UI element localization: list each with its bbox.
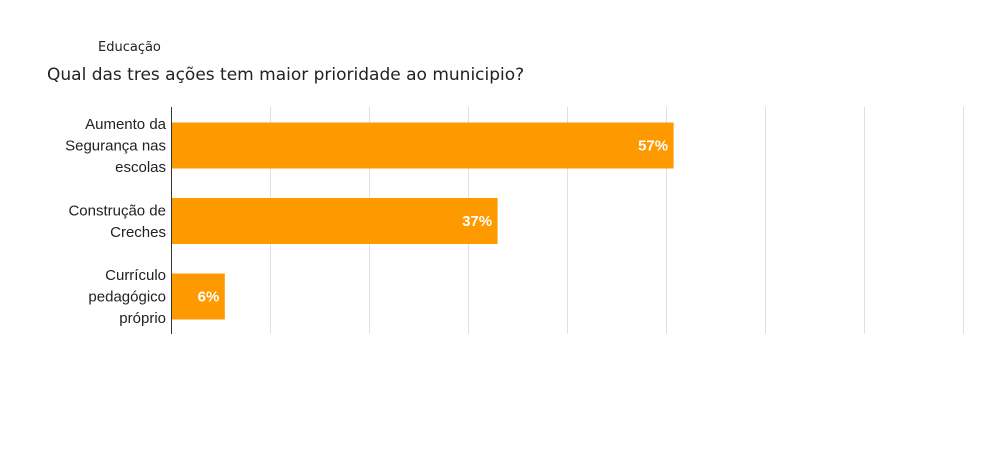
- category-labels: Aumento da Segurança nas escolas Construção…: [65, 116, 167, 327]
- category-label-line: Aumento da: [85, 116, 167, 133]
- section-subtitle: Educação: [98, 40, 161, 55]
- value-label: 57%: [638, 138, 668, 155]
- question-title: Qual das tres ações tem maior prioridade…: [47, 65, 525, 85]
- category-label-line: Construção de: [68, 202, 166, 219]
- value-label: 6%: [198, 289, 220, 306]
- category-label-line: pedagógico: [88, 289, 166, 306]
- bar: [172, 122, 674, 169]
- category-label-line: próprio: [119, 310, 166, 327]
- category-label-line: Segurança nas: [65, 138, 166, 155]
- category-label-line: Creches: [110, 224, 166, 241]
- category-label-line: Currículo: [105, 267, 166, 284]
- category-label: Currículo pedagógico próprio: [88, 267, 166, 327]
- category-label: Aumento da Segurança nas escolas: [65, 116, 167, 176]
- bar: [172, 198, 498, 244]
- category-label-line: escolas: [115, 159, 166, 176]
- bars: 57% 37% 6%: [172, 122, 674, 320]
- category-label: Construção de Creches: [68, 202, 166, 241]
- bar: [172, 273, 225, 320]
- value-label: 37%: [462, 213, 492, 230]
